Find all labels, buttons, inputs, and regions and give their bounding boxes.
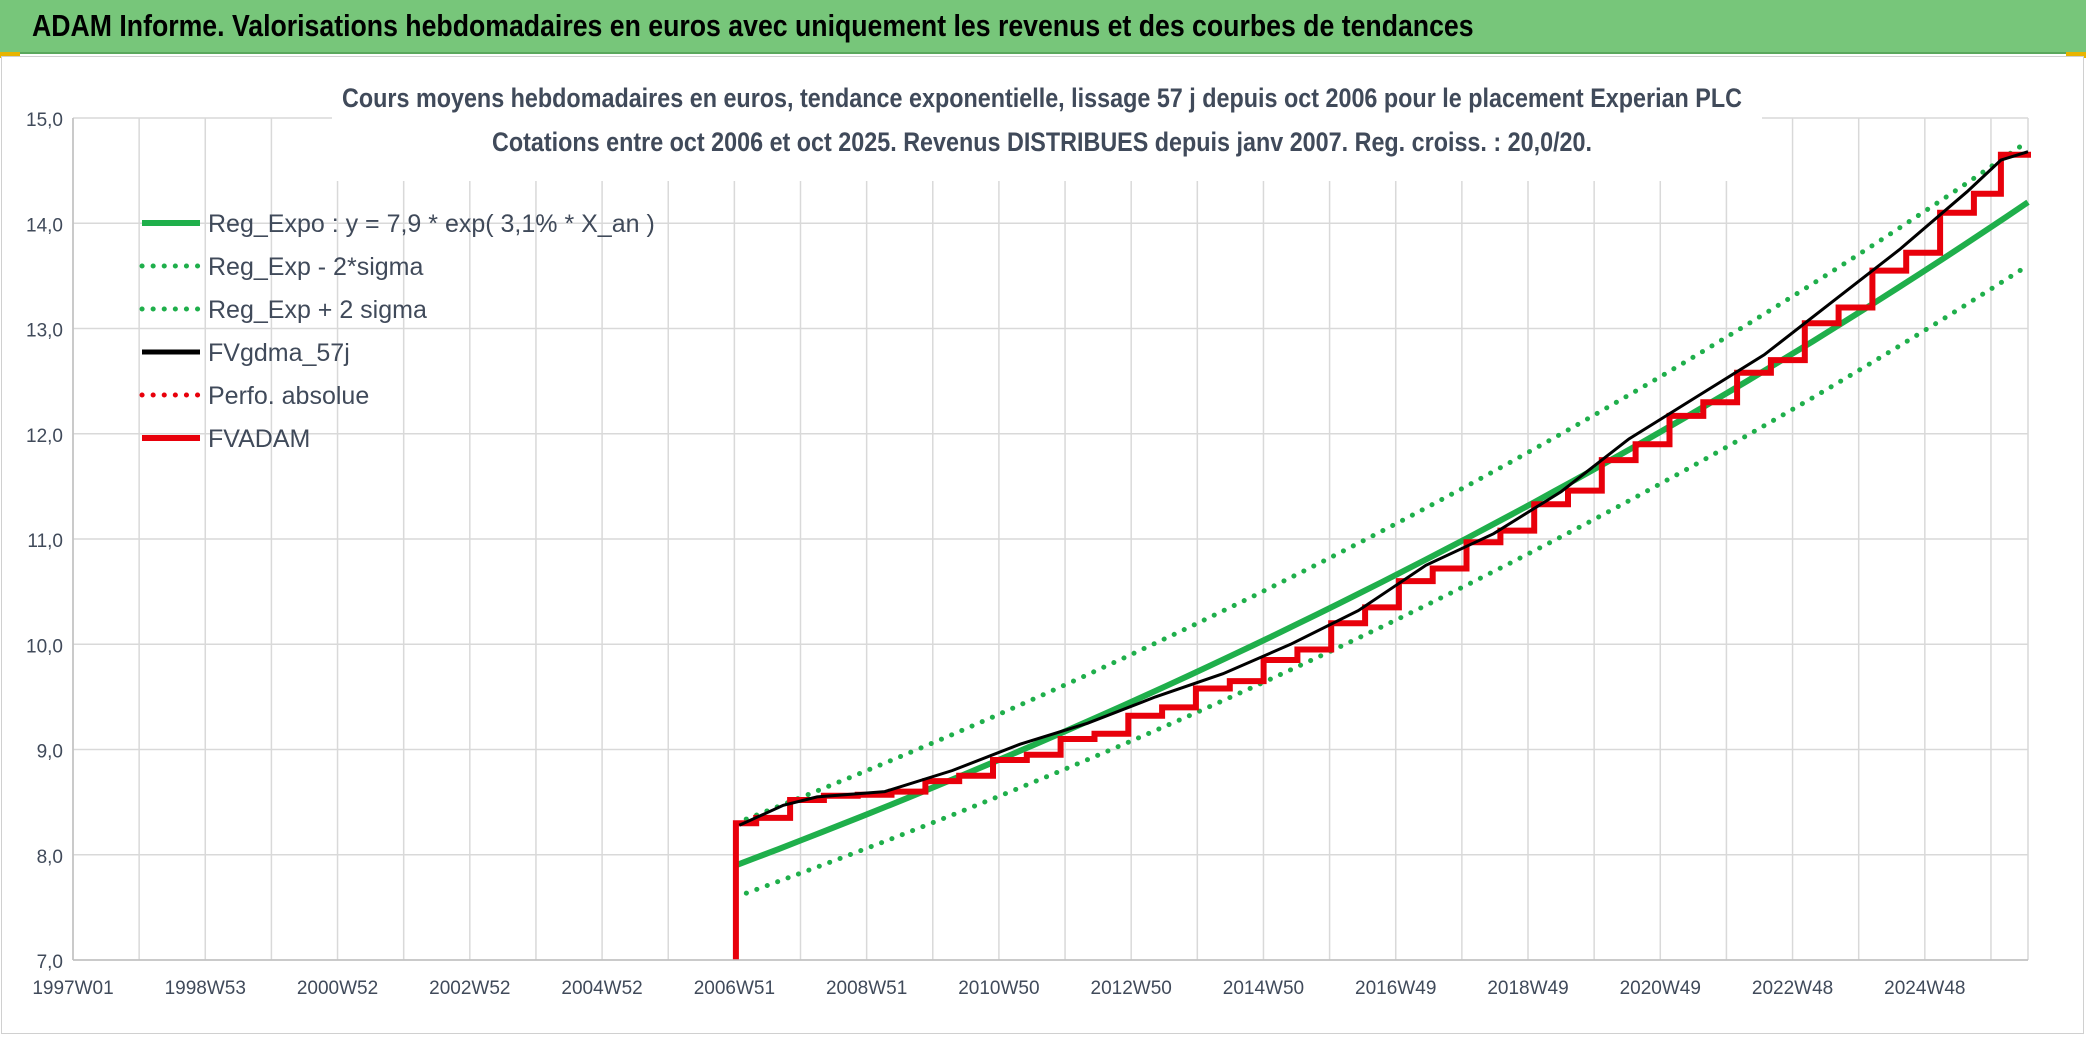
corner-mark-left (0, 52, 20, 58)
report-banner: ADAM Informe. Valorisations hebdomadaire… (0, 0, 2086, 54)
series-line-5 (732, 151, 2031, 960)
corner-mark-right (2066, 52, 2086, 58)
legend-label: FVgdma_57j (208, 339, 350, 367)
legend-label: FVADAM (208, 425, 310, 453)
x-tick-label: 2018W49 (1487, 978, 1568, 999)
line-chart: 7,0 8,0 9,0 10,0 11,0 12,0 13,0 14,0 15,0 1997W01… (26, 79, 2031, 999)
grid-lines (72, 117, 2029, 961)
y-tick-label: 8,0 (37, 847, 63, 868)
chart-frame: 7,0 8,0 9,0 10,0 11,0 12,0 13,0 14,0 15,0 1997W01… (1, 56, 2084, 1034)
chart-title: Cours moyens hebdomadaires en euros, ten… (342, 83, 1742, 113)
series-line-1 (733, 262, 2031, 900)
x-tick-label: 2004W52 (561, 978, 642, 999)
y-tick-label: 11,0 (27, 531, 63, 552)
y-tick-label: 9,0 (37, 742, 63, 763)
title-background (332, 79, 1762, 181)
legend-label: Reg_Expo : y = 7,9 * exp( 3,1% * X_an ) (208, 210, 655, 238)
axes: 7,0 8,0 9,0 10,0 11,0 12,0 13,0 14,0 15,0 1997W01… (26, 110, 2028, 999)
y-tick-label: 14,0 (26, 215, 63, 236)
y-tick-label: 7,0 (37, 952, 63, 973)
y-tick-label: 12,0 (26, 426, 63, 447)
x-tick-label: 2020W49 (1620, 978, 1701, 999)
x-tick-label: 2002W52 (429, 978, 510, 999)
legend-label: Reg_Exp + 2 sigma (208, 296, 427, 324)
x-tick-label: 2012W50 (1091, 978, 1172, 999)
chart-subtitle: Cotations entre oct 2006 et oct 2025. Re… (492, 127, 1592, 157)
series-line-3 (738, 150, 2029, 827)
y-tick-label: 15,0 (26, 110, 63, 131)
y-tick-label: 13,0 (26, 321, 63, 342)
y-tick-label: 10,0 (26, 636, 63, 657)
series-layer (732, 138, 2031, 960)
x-tick-label: 2010W50 (958, 978, 1039, 999)
x-tick-label: 2006W51 (694, 978, 775, 999)
x-tick-label: 2016W49 (1355, 978, 1436, 999)
x-tick-label: 2014W50 (1223, 978, 1304, 999)
x-tick-label: 2022W48 (1752, 978, 1833, 999)
legend-label: Reg_Exp - 2*sigma (208, 253, 423, 281)
series-line-2 (733, 138, 2031, 826)
chart-legend: Reg_Expo : y = 7,9 * exp( 3,1% * X_an ) R… (139, 210, 655, 453)
x-tick-label: 2008W51 (826, 978, 907, 999)
x-tick-label: 1997W01 (32, 978, 113, 999)
x-tick-label: 1998W53 (165, 978, 246, 999)
legend-label: Perfo. absolue (208, 382, 369, 410)
x-tick-label: 2000W52 (297, 978, 378, 999)
x-tick-label: 2024W48 (1884, 978, 1965, 999)
report-title: ADAM Informe. Valorisations hebdomadaire… (32, 8, 1474, 43)
